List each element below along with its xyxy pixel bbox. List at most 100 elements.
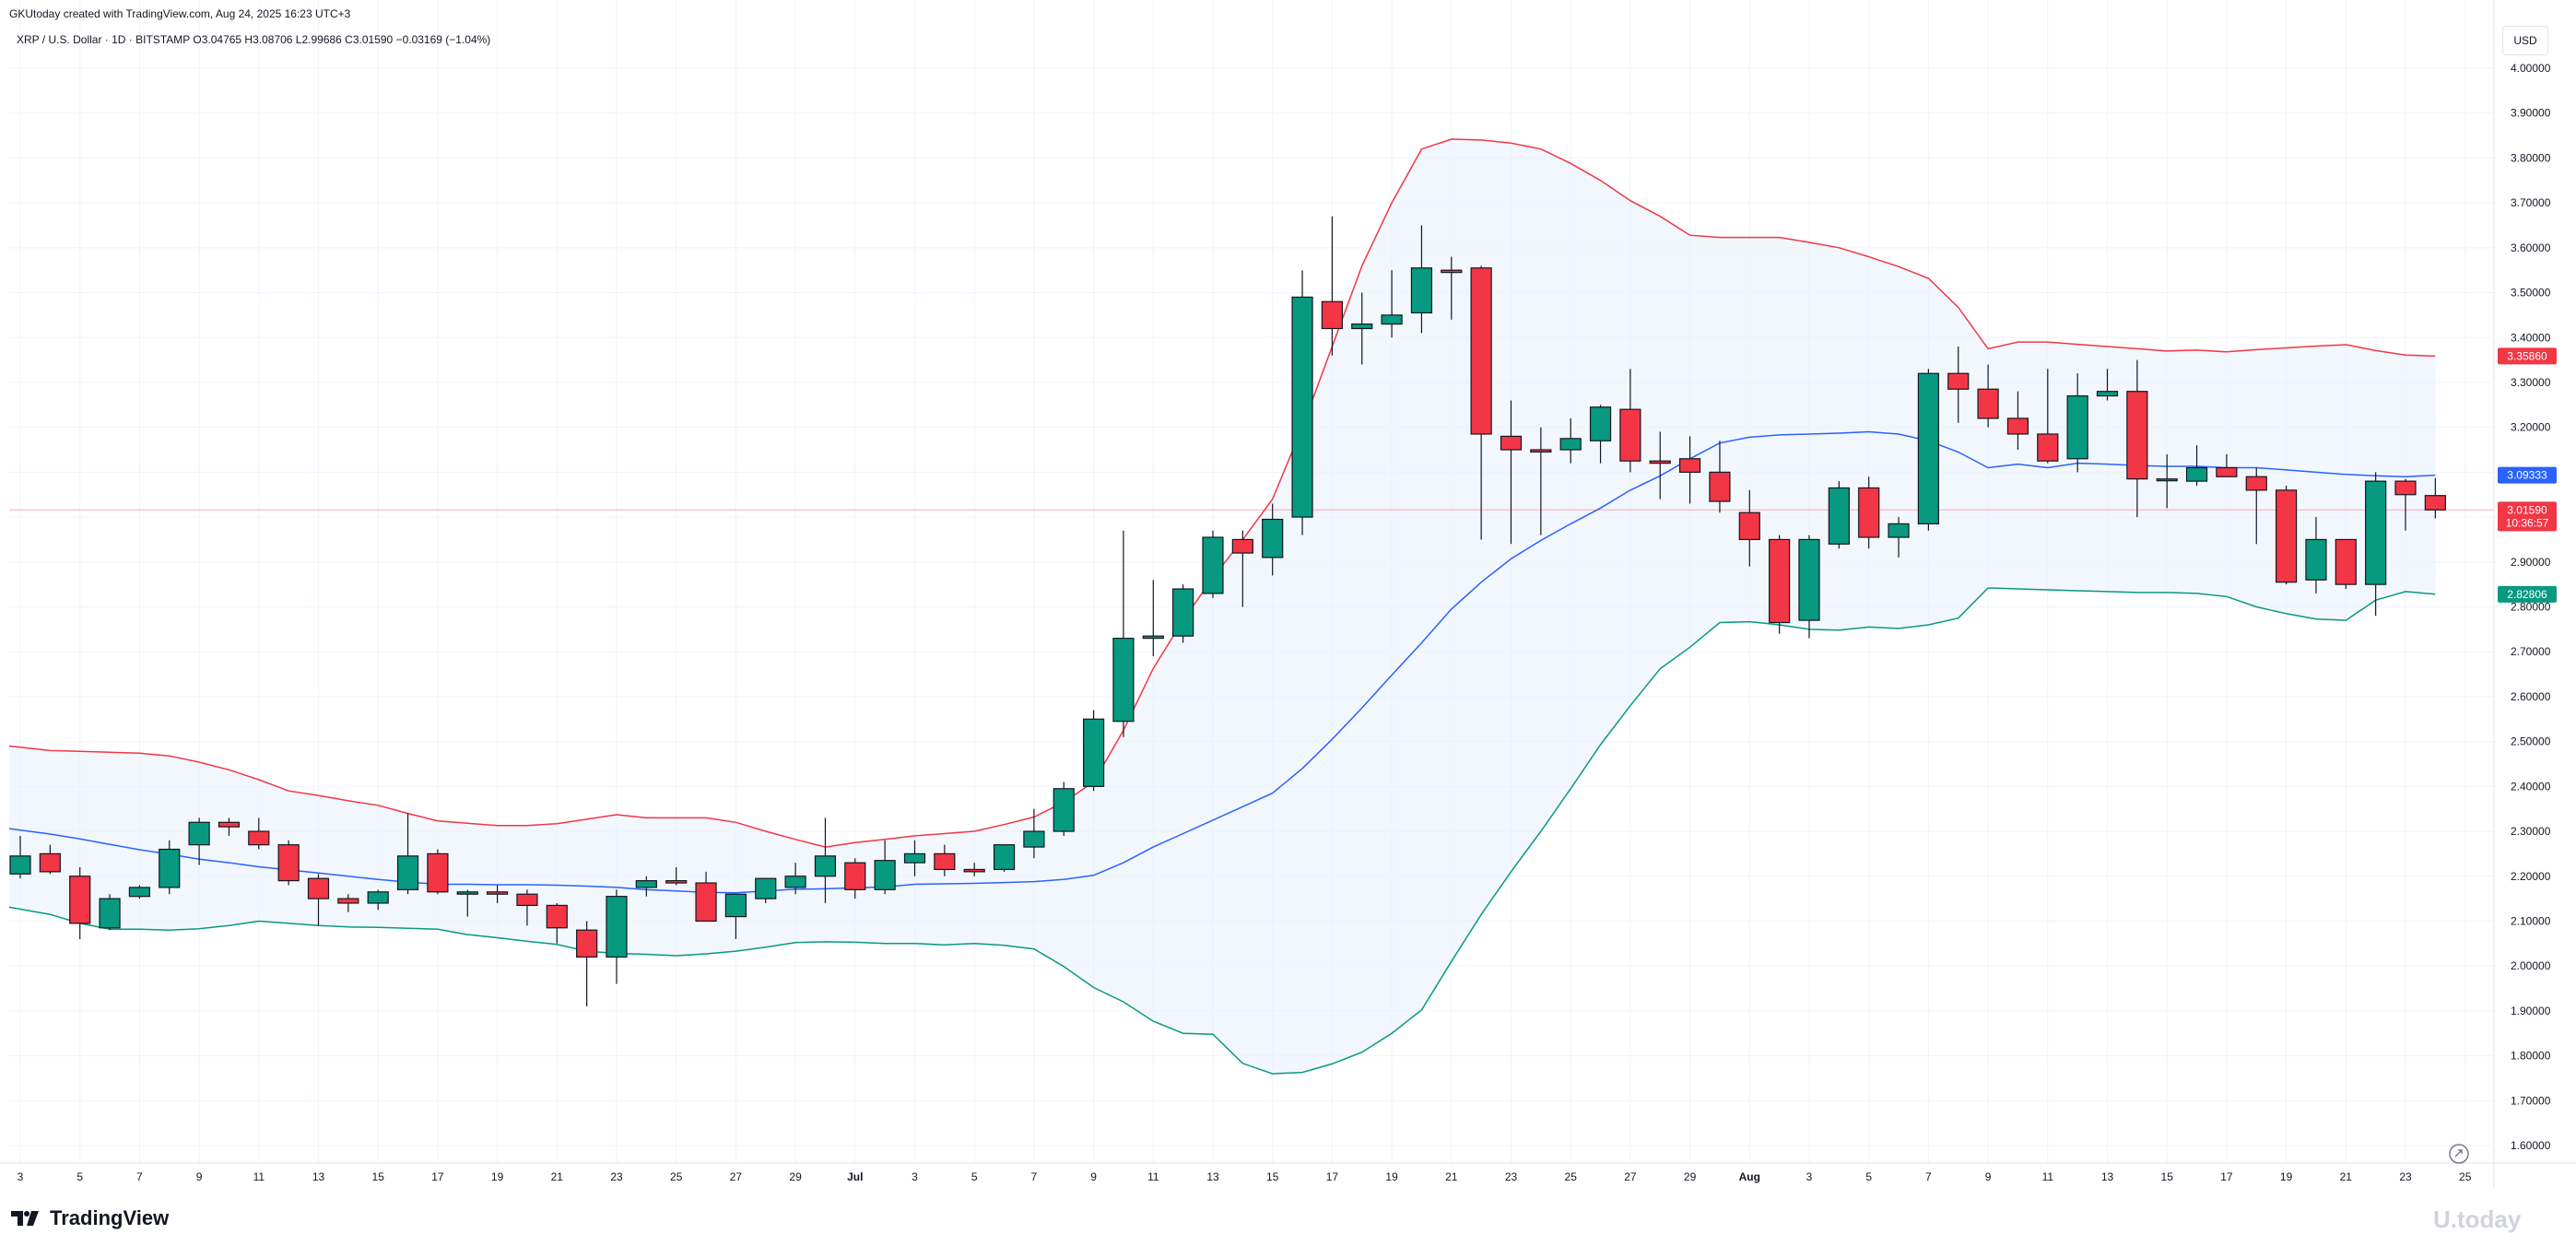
candle-up[interactable] [1142,635,1164,640]
candle-down[interactable] [1500,435,1523,451]
candle-up[interactable] [1828,487,1850,545]
currency-button[interactable]: USD [2502,26,2548,55]
symbol-ohlc-legend[interactable]: XRP / U.S. Dollar · 1D · BITSTAMP O3.047… [17,33,491,46]
y-tick-label: 2.80000 [2511,601,2551,614]
candle-down[interactable] [546,904,568,929]
candle-up[interactable] [814,855,837,877]
candle-up[interactable] [2365,480,2387,585]
candle-up[interactable] [1112,637,1135,723]
candle-up[interactable] [1202,536,1224,594]
candle-down[interactable] [1530,449,1552,453]
candle-up[interactable] [1917,372,1939,524]
candle-down[interactable] [1977,388,1999,419]
candle-up[interactable] [1798,538,1820,621]
x-tick-label: 17 [1326,1170,1339,1183]
candle-up[interactable] [1351,323,1373,330]
candle-up[interactable] [1023,830,1045,848]
candle-down[interactable] [2216,466,2238,477]
x-tick-label: 15 [1266,1170,1279,1183]
candle-down[interactable] [337,898,359,904]
candle-down[interactable] [248,830,270,846]
candle-down[interactable] [1470,267,1492,435]
candle-down[interactable] [1441,269,1463,274]
price-tag-label: 3.35860 [2507,349,2547,362]
candle-up[interactable] [188,821,210,846]
candle-up[interactable] [903,852,926,864]
candle-down[interactable] [218,821,241,828]
candle-up[interactable] [1888,523,1910,538]
y-tick-label: 2.60000 [2511,690,2551,703]
candle-down[interactable] [1738,511,1760,541]
candle-down[interactable] [665,880,688,884]
candle-up[interactable] [1559,438,1582,451]
candle-down[interactable] [2276,489,2298,583]
candle-up[interactable] [1082,718,1105,787]
candle-down[interactable] [2424,495,2446,511]
candle-down[interactable] [277,844,300,882]
candle-up[interactable] [1262,518,1284,558]
tradingview-logo[interactable]: TradingView [11,1206,169,1230]
y-tick-label: 3.90000 [2511,107,2551,120]
y-tick-label: 1.90000 [2511,1005,2551,1017]
time-axis[interactable]: 3 5 7 9 11 13 15 17 19 21 23 25 27 29 Jul 3 5 7 9 11 13 15 17 1… [18,1170,2472,1183]
candle-down[interactable] [69,876,91,924]
candle-up[interactable] [1291,296,1313,518]
candle-up[interactable] [99,898,121,929]
price-axis[interactable]: 4.00000 3.90000 3.80000 3.70000 3.60000 3.500… [2511,62,2551,1152]
candle-down[interactable] [2394,480,2417,496]
candle-down[interactable] [2006,417,2029,435]
candle-up[interactable] [724,893,747,918]
candle-down[interactable] [1678,458,1701,473]
candle-up[interactable] [159,848,181,888]
candle-up[interactable] [993,844,1016,871]
candle-up[interactable] [396,855,419,890]
candle-down[interactable] [427,852,449,893]
candle-down[interactable] [1321,300,1344,330]
y-tick-label: 3.30000 [2511,376,2551,389]
candle-down[interactable] [486,891,509,895]
candle-up[interactable] [2096,391,2119,397]
candle-up[interactable] [128,887,150,898]
candle-down[interactable] [2126,391,2148,480]
candle-down[interactable] [1231,538,1253,554]
candle-down[interactable] [695,882,717,923]
candle-up[interactable] [635,880,657,888]
candle-down[interactable] [1619,408,1641,462]
candle-up[interactable] [874,860,896,890]
candle-up[interactable] [1589,406,1612,441]
candle-up[interactable] [784,876,806,888]
x-tick-label: 7 [1031,1170,1038,1183]
candle-up[interactable] [2066,394,2088,460]
candle-down[interactable] [1709,471,1731,502]
x-tick-label: 5 [1865,1170,1872,1183]
candle-up[interactable] [1410,267,1433,314]
candle-up[interactable] [606,896,628,958]
candle-up[interactable] [2185,466,2208,482]
candle-down[interactable] [2335,538,2357,585]
candle-down[interactable] [1649,460,1671,464]
candle-up[interactable] [1053,788,1075,832]
candle-down[interactable] [1947,372,1970,390]
tradingview-logo-icon [11,1211,39,1226]
candle-up[interactable] [9,855,31,875]
candle-down[interactable] [307,877,330,899]
candle-up[interactable] [2156,478,2178,482]
candle-up[interactable] [456,891,478,895]
scale-reset-icon[interactable] [2449,1144,2469,1164]
candle-down[interactable] [1769,538,1791,624]
candle-down[interactable] [576,929,598,958]
candle-up[interactable] [2305,538,2327,581]
candle-up[interactable] [367,891,389,904]
candle-down[interactable] [963,868,985,873]
candle-down[interactable] [844,862,866,890]
candle-down[interactable] [2245,476,2267,491]
candle-up[interactable] [1381,314,1403,325]
candle-up[interactable] [755,877,777,899]
candle-up[interactable] [1172,588,1194,637]
candle-down[interactable] [2037,433,2059,462]
candle-down[interactable] [39,852,61,873]
candle-down[interactable] [516,893,538,907]
candle-down[interactable] [934,852,956,871]
candle-down[interactable] [1858,487,1880,538]
